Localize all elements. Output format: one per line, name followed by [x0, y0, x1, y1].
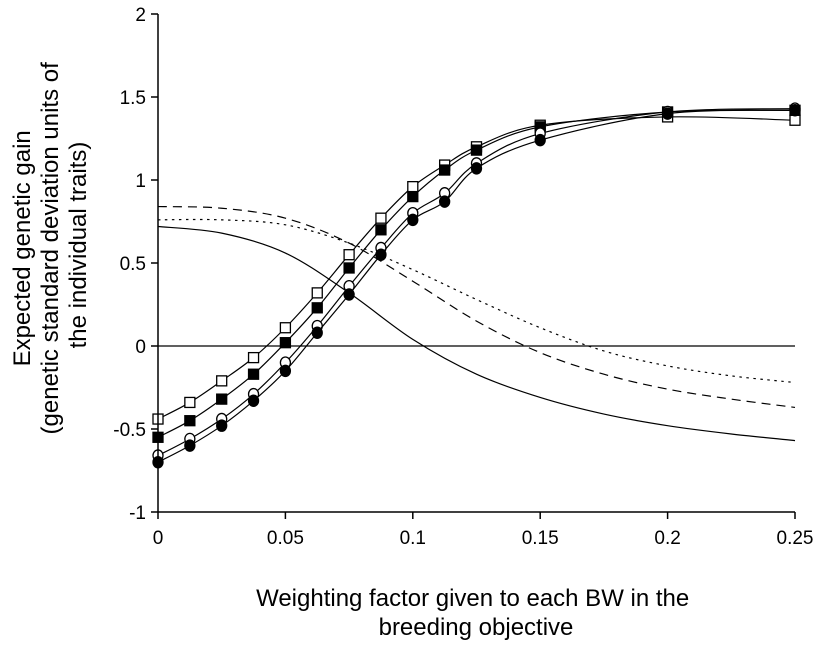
data-point: [438, 164, 451, 176]
series-4: [152, 104, 801, 469]
y-axis-title-line-2: (genetic standard deviation units of: [37, 62, 64, 435]
x-axis-title: Weighting factor given to each BW in the…: [256, 585, 696, 641]
y-tick-label: 1: [135, 171, 146, 192]
data-point: [216, 419, 228, 432]
x-axis-title-line-2: breeding objective: [379, 614, 574, 641]
data-point: [343, 262, 355, 274]
x-tick-label: 0.2: [654, 528, 680, 549]
data-point: [216, 393, 228, 405]
series-5: [157, 225, 796, 442]
y-tick-label: -0.5: [113, 420, 146, 441]
x-tick-label: 0.25: [777, 528, 814, 549]
data-point: [470, 144, 483, 156]
series-6: [157, 205, 796, 409]
data-point: [184, 415, 196, 427]
series-3: [152, 102, 801, 462]
data-point: [311, 287, 323, 299]
data-point: [375, 248, 387, 261]
plot-area: [152, 102, 801, 469]
data-point: [438, 195, 451, 208]
data-point: [247, 368, 260, 380]
y-tick-label: 2: [135, 5, 146, 26]
y-tick-label: 1.5: [120, 88, 146, 109]
data-point: [279, 337, 292, 349]
series-line: [157, 225, 796, 442]
data-point: [789, 104, 801, 117]
data-point: [534, 133, 546, 147]
data-point: [789, 114, 801, 126]
data-point: [661, 107, 674, 120]
data-point: [279, 364, 292, 378]
y-axis-title-line-3: the individual traits): [65, 142, 92, 349]
y-axis: -1 -0.5 0 0.5 1 1.5 2: [113, 5, 159, 524]
data-point: [311, 326, 323, 339]
data-point: [247, 394, 260, 408]
data-point: [279, 322, 292, 334]
data-point: [343, 249, 355, 261]
y-axis-title: Expected genetic gain (genetic standard …: [9, 56, 92, 435]
x-tick-label: 0: [153, 528, 164, 549]
data-point: [407, 190, 419, 203]
x-tick-label: 0.05: [267, 528, 304, 549]
data-point: [216, 375, 228, 387]
series-line: [157, 205, 796, 409]
y-tick-label: 0.5: [120, 254, 146, 275]
data-point: [407, 180, 419, 193]
data-point: [375, 224, 387, 236]
x-tick-label: 0.1: [400, 528, 426, 549]
data-point: [184, 439, 196, 452]
data-point: [375, 212, 387, 224]
y-tick-label: -1: [129, 503, 146, 524]
x-axis-title-line-1: Weighting factor given to each BW in the: [256, 585, 689, 612]
data-point: [407, 213, 419, 227]
x-axis: 0 0.05 0.1 0.15 0.2 0.25: [153, 511, 814, 549]
x-tick-label: 0.15: [522, 528, 559, 549]
y-axis-title-line-1: Expected genetic gain: [9, 130, 36, 366]
data-point: [247, 351, 260, 364]
y-tick-label: 0: [135, 337, 146, 358]
data-point: [470, 162, 483, 175]
data-point: [184, 396, 196, 409]
data-point: [311, 302, 323, 314]
